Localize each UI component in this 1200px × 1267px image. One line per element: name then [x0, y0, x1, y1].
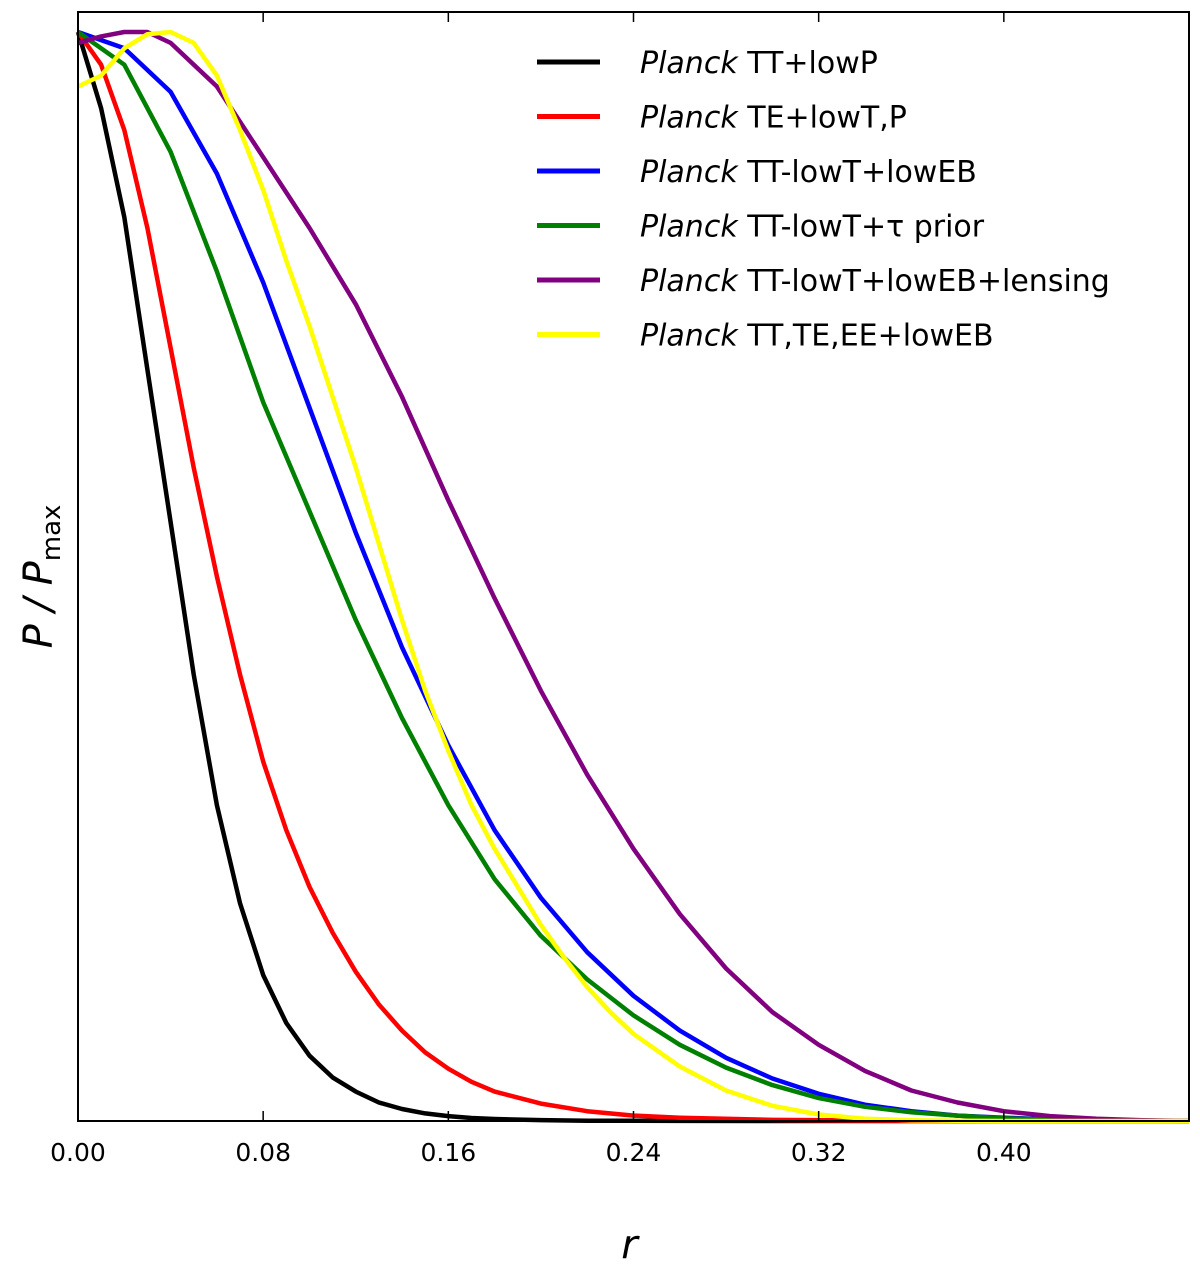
x-tick-label: 0.32: [791, 1138, 847, 1167]
series-line-4: [76, 30, 1190, 1124]
y-axis-title-main: P / P: [16, 560, 62, 648]
series-layer: [75, 29, 1190, 1124]
legend-label-prefix: Planck: [640, 101, 739, 136]
x-tick-label: 0.24: [606, 1138, 662, 1167]
legend-label-2: Planck TE+lowT,P: [640, 101, 907, 136]
x-tick-label: 0.16: [420, 1138, 476, 1167]
legend-label-rest: TT-lowT+τ prior: [738, 210, 985, 245]
y-axis-title-subscript: max: [37, 505, 67, 562]
series-line-5: [77, 29, 1190, 1124]
series-line-6: [77, 29, 1189, 1124]
legend-label-prefix: Planck: [640, 264, 739, 299]
legend-label-prefix: Planck: [640, 46, 739, 81]
legend-label-5: Planck TT-lowT+lowEB+lensing: [640, 264, 1110, 299]
legend-label-prefix: Planck: [640, 319, 739, 354]
ticks-layer: 0.00 0.08 0.16 0.24 0.32 0.40: [50, 12, 1032, 1167]
plot-frame: [77, 11, 1190, 1122]
legend-label-4: Planck TT-lowT+τ prior: [640, 210, 985, 245]
x-axis-title: r: [621, 1222, 640, 1267]
x-tick-label: 0.40: [976, 1138, 1032, 1167]
legend-label-6: Planck TT,TE,EE+lowEB: [640, 319, 994, 354]
legend-label-rest: TT-lowT+lowEB+lensing: [738, 264, 1110, 299]
legend-label-rest: TT,TE,EE+lowEB: [738, 319, 994, 354]
y-axis-title: P / Pmax: [16, 505, 67, 649]
x-tick-label: 0.08: [235, 1138, 291, 1167]
legend-label-1: Planck TT+lowP: [640, 46, 878, 81]
legend-label-rest: TT-lowT+lowEB: [738, 155, 977, 190]
series-line-1: [75, 31, 1189, 1124]
legend-label-3: Planck TT-lowT+lowEB: [640, 155, 977, 190]
legend-label-prefix: Planck: [640, 210, 739, 245]
x-tick-label: 0.00: [50, 1138, 106, 1167]
legend-label-rest: TE+lowT,P: [738, 101, 907, 136]
legend-label-rest: TT+lowP: [738, 46, 878, 81]
series-line-3: [77, 29, 1190, 1124]
legend-label-prefix: Planck: [640, 155, 739, 190]
series-line-2: [76, 30, 1190, 1124]
